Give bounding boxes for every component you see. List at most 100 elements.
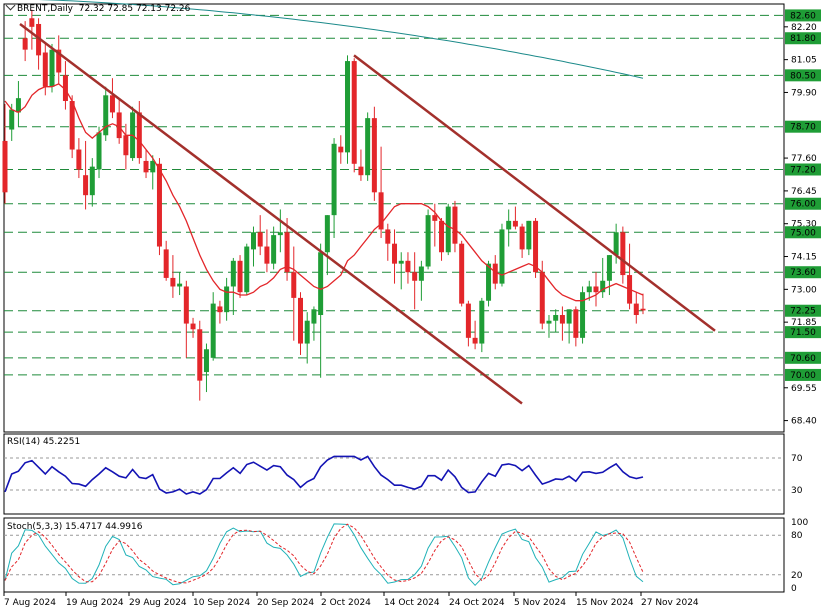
rsi-panel-frame bbox=[3, 433, 785, 515]
candle-body bbox=[633, 303, 639, 316]
candle-body bbox=[580, 292, 586, 338]
time-tick-label: 7 Aug 2024 bbox=[4, 598, 56, 608]
candle-body bbox=[452, 206, 458, 244]
level-tag-label: 76.00 bbox=[790, 200, 816, 210]
rsi-tick-label: 30 bbox=[791, 486, 803, 496]
candle-body bbox=[264, 246, 270, 264]
time-tick-label: 27 Nov 2024 bbox=[641, 598, 699, 608]
time-tick-label: 20 Sep 2024 bbox=[257, 598, 314, 608]
candle-body bbox=[425, 215, 431, 267]
candle-body bbox=[586, 286, 592, 293]
candle-body bbox=[237, 260, 243, 293]
candle-body bbox=[9, 109, 15, 130]
candle-body bbox=[197, 329, 203, 381]
candle-body bbox=[345, 61, 351, 153]
level-tag-label: 77.20 bbox=[790, 165, 816, 175]
candle-body bbox=[331, 143, 337, 216]
level-tag bbox=[785, 226, 821, 239]
candle-body bbox=[432, 215, 438, 221]
candle-body bbox=[116, 112, 122, 139]
rsi-title: RSI(14) 45.2251 bbox=[7, 437, 81, 447]
price-tick-label: 69.55 bbox=[791, 384, 817, 394]
candle-body bbox=[217, 306, 223, 313]
candle-body bbox=[405, 260, 411, 273]
candle-body bbox=[392, 243, 398, 264]
level-tag-label: 71.50 bbox=[790, 328, 816, 338]
candle-body bbox=[365, 118, 371, 176]
candle-body bbox=[553, 315, 559, 321]
candle-body bbox=[143, 160, 149, 173]
stoch-tick-label: 0 bbox=[791, 584, 797, 594]
candle-body bbox=[56, 49, 62, 73]
candle-body bbox=[486, 263, 492, 301]
candle-body bbox=[465, 303, 471, 338]
candle-body bbox=[338, 146, 344, 153]
candle-body bbox=[83, 175, 89, 196]
candle-body bbox=[539, 272, 545, 324]
candle-body bbox=[89, 166, 95, 196]
time-tick-label: 15 Nov 2024 bbox=[576, 598, 634, 608]
candle-body bbox=[445, 206, 451, 253]
stoch-title: Stoch(5,3,3) 15.4717 44.9916 bbox=[7, 522, 143, 532]
level-tag-label: 70.00 bbox=[790, 371, 816, 381]
candle-body bbox=[123, 135, 129, 156]
candle-body bbox=[573, 309, 579, 338]
main-panel-frame bbox=[3, 3, 785, 433]
candle-body bbox=[559, 315, 565, 324]
level-tag-label: 73.60 bbox=[790, 268, 816, 278]
ma-slow-line bbox=[38, 0, 644, 79]
candle-body bbox=[526, 220, 532, 250]
candle-body bbox=[385, 229, 391, 244]
price-tick-label: 82.20 bbox=[791, 23, 817, 33]
level-tag bbox=[785, 9, 821, 22]
symbol-label: BRENT,Daily bbox=[17, 4, 73, 14]
candle-body bbox=[291, 272, 297, 298]
candle-body bbox=[640, 308, 646, 311]
price-tick-label: 79.90 bbox=[791, 88, 817, 98]
candle-body bbox=[277, 232, 283, 236]
time-tick-label: 24 Oct 2024 bbox=[449, 598, 505, 608]
candle-body bbox=[224, 286, 230, 313]
candle-body bbox=[96, 132, 102, 170]
stoch-tick-label: 20 bbox=[791, 571, 803, 581]
rsi-line bbox=[4, 455, 644, 495]
candle-body bbox=[244, 246, 250, 293]
candle-body bbox=[378, 192, 384, 230]
level-tag-label: 81.80 bbox=[790, 34, 816, 44]
candle-body bbox=[62, 75, 68, 102]
candle-body bbox=[150, 160, 156, 173]
candle-body bbox=[506, 220, 512, 230]
price-tick-label: 71.85 bbox=[791, 318, 817, 328]
candle-body bbox=[250, 232, 256, 250]
level-tag-label: 70.60 bbox=[790, 354, 816, 364]
candle-body bbox=[533, 220, 539, 273]
level-tag bbox=[785, 163, 821, 176]
candle-body bbox=[358, 166, 364, 176]
price-tick-label: 81.05 bbox=[791, 56, 817, 66]
time-tick-label: 10 Sep 2024 bbox=[193, 598, 250, 608]
candle-body bbox=[459, 243, 465, 304]
price-tick-label: 68.40 bbox=[791, 417, 817, 427]
candle-body bbox=[472, 337, 478, 344]
candle-body bbox=[593, 286, 599, 293]
price-tick-label: 74.15 bbox=[791, 253, 817, 263]
candle-body bbox=[351, 61, 357, 164]
candle-body bbox=[297, 297, 303, 344]
candle-body bbox=[318, 252, 324, 316]
time-tick-label: 19 Aug 2024 bbox=[66, 598, 124, 608]
candle-body bbox=[2, 140, 8, 193]
candle-body bbox=[257, 232, 263, 247]
trendline-upper bbox=[353, 54, 716, 332]
candle-body bbox=[190, 323, 196, 330]
candle-body bbox=[103, 95, 109, 136]
time-tick-label: 5 Nov 2024 bbox=[514, 598, 566, 608]
candle-body bbox=[230, 260, 236, 287]
candle-body bbox=[36, 23, 42, 56]
price-tick-label: 75.30 bbox=[791, 220, 817, 230]
level-tag bbox=[785, 32, 821, 45]
candle-body bbox=[177, 283, 183, 287]
candle-body bbox=[519, 226, 525, 250]
level-tag bbox=[785, 368, 821, 381]
